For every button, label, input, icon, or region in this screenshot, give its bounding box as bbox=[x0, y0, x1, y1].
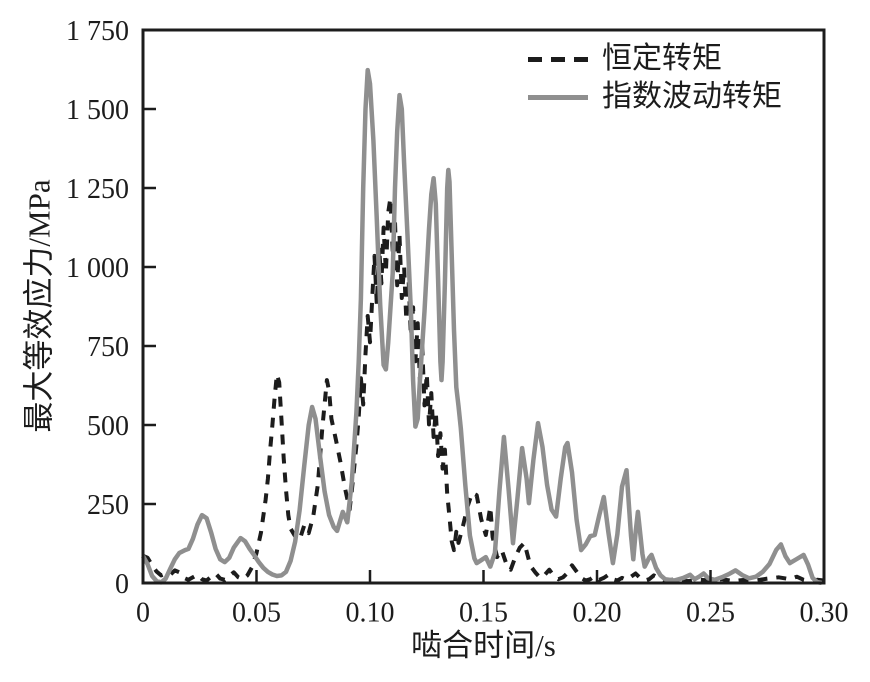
series-line-exponential-torque bbox=[141, 67, 823, 585]
series-line-constant-torque bbox=[142, 196, 825, 584]
legend-item-constant-torque: 恒定转矩 bbox=[528, 40, 782, 78]
y-axis-tick-label: 250 bbox=[87, 490, 129, 521]
x-axis-tick-label: 0.20 bbox=[573, 597, 622, 628]
y-axis-tick-label: 500 bbox=[87, 411, 129, 442]
y-axis-tick-label: 750 bbox=[87, 332, 129, 363]
solid-line-sample-icon bbox=[528, 94, 592, 100]
legend: 恒定转矩 指数波动转矩 bbox=[528, 40, 782, 116]
y-axis-tick-label: 1 750 bbox=[66, 16, 129, 47]
y-axis-title: 最大等效应力/MPa bbox=[21, 179, 57, 433]
x-axis-tick-label: 0.15 bbox=[459, 597, 508, 628]
legend-label-constant-torque: 恒定转矩 bbox=[602, 42, 722, 75]
legend-label-exponential-torque: 指数波动转矩 bbox=[602, 80, 782, 113]
legend-item-exponential-torque: 指数波动转矩 bbox=[528, 78, 782, 116]
y-axis-tick-label: 1 500 bbox=[66, 95, 129, 126]
x-axis-tick-label: 0 bbox=[136, 597, 150, 628]
dashed-line-sample-icon bbox=[528, 56, 592, 62]
x-axis-tick-label: 0.25 bbox=[686, 597, 735, 628]
x-axis-title: 啮合时间/s bbox=[411, 628, 556, 663]
plot-frame bbox=[141, 28, 826, 585]
y-axis-tick-label: 1 000 bbox=[66, 253, 129, 284]
y-axis-tick-label: 0 bbox=[115, 569, 129, 600]
x-axis-tick-label: 0.30 bbox=[800, 597, 849, 628]
y-axis-tick-label: 1 250 bbox=[66, 174, 129, 205]
x-axis-tick-label: 0.10 bbox=[346, 597, 395, 628]
x-axis-tick-label: 0.05 bbox=[232, 597, 281, 628]
